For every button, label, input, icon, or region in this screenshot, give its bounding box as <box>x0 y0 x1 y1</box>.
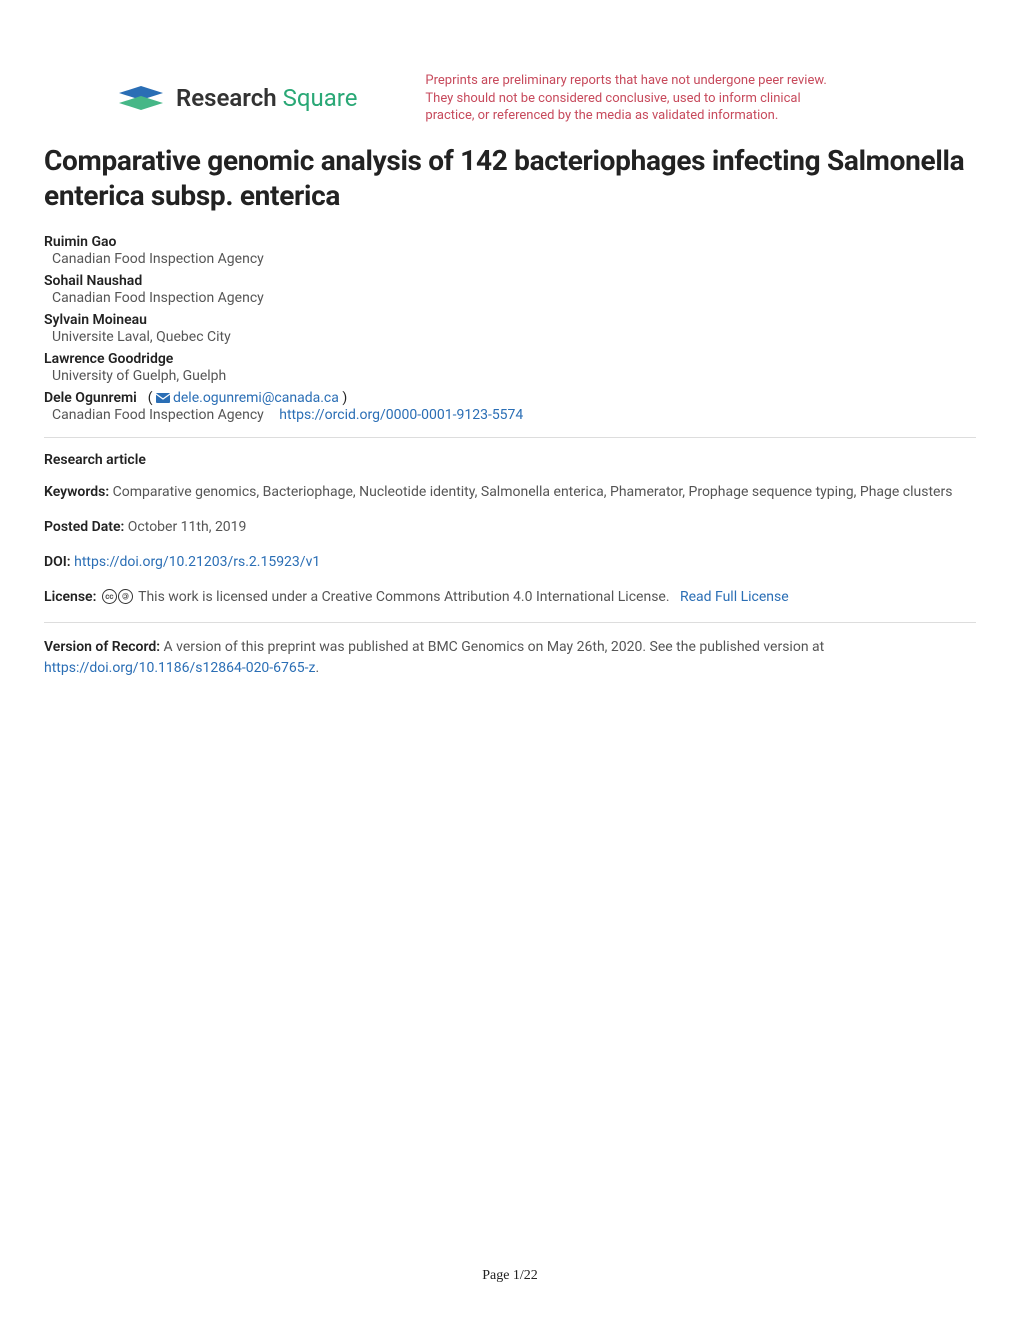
author-block: Sylvain Moineau Universite Laval, Quebec… <box>44 309 976 345</box>
license-label: License: <box>44 589 96 605</box>
logo-text: Research Square <box>176 84 357 112</box>
author-affiliation: Canadian Food Inspection Agency https://… <box>44 407 976 423</box>
paper-title: Comparative genomic analysis of 142 bact… <box>44 143 976 213</box>
version-of-record-row: Version of Record: A version of this pre… <box>44 637 976 679</box>
author-block: Lawrence Goodridge University of Guelph,… <box>44 348 976 384</box>
license-row: License: cc 🄯 This work is licensed unde… <box>44 587 976 608</box>
vor-link[interactable]: https://doi.org/10.1186/s12864-020-6765-… <box>44 660 315 676</box>
author-affiliation: Canadian Food Inspection Agency <box>44 251 976 267</box>
by-icon: 🄯 <box>118 589 133 604</box>
disclaimer: Preprints are preliminary reports that h… <box>425 72 845 125</box>
posted-date-label: Posted Date: <box>44 519 124 535</box>
posted-date-text: October 11th, 2019 <box>128 519 247 535</box>
author-name: Dele Ogunremi <box>44 390 137 406</box>
cc-icon: cc <box>102 589 117 604</box>
page-footer: Page 1/22 <box>0 1268 1020 1284</box>
cc-icons: cc 🄯 <box>102 589 133 604</box>
author-block: Ruimin Gao Canadian Food Inspection Agen… <box>44 231 976 267</box>
logo-text-research: Research <box>176 84 277 112</box>
doi-row: DOI: https://doi.org/10.21203/rs.2.15923… <box>44 552 976 573</box>
divider <box>44 437 976 438</box>
logo-icon <box>116 81 166 115</box>
orcid-link[interactable]: https://orcid.org/0000-0001-9123-5574 <box>279 407 523 423</box>
header: Research Square Preprints are preliminar… <box>44 72 976 125</box>
keywords-label: Keywords: <box>44 484 109 500</box>
author-block-corresponding: Dele Ogunremi ( dele.ogunremi@canada.ca … <box>44 387 976 423</box>
corresponding-affil: Canadian Food Inspection Agency <box>52 407 264 423</box>
author-name: Sohail Naushad <box>44 273 142 289</box>
article-type: Research article <box>44 452 976 468</box>
vor-label: Version of Record: <box>44 639 160 655</box>
doi-link[interactable]: https://doi.org/10.21203/rs.2.15923/v1 <box>74 554 320 570</box>
envelope-icon <box>156 393 170 403</box>
author-name: Sylvain Moineau <box>44 312 147 328</box>
posted-date-row: Posted Date: October 11th, 2019 <box>44 517 976 538</box>
author-affiliation: Universite Laval, Quebec City <box>44 329 976 345</box>
logo-text-square: Square <box>283 84 358 112</box>
author-name: Lawrence Goodridge <box>44 351 173 367</box>
author-affiliation: Canadian Food Inspection Agency <box>44 290 976 306</box>
vor-text: A version of this preprint was published… <box>164 639 825 655</box>
author-name: Ruimin Gao <box>44 234 116 250</box>
author-affiliation: University of Guelph, Guelph <box>44 368 976 384</box>
keywords-text: Comparative genomics, Bacteriophage, Nuc… <box>113 484 953 500</box>
read-license-link[interactable]: Read Full License <box>680 589 789 605</box>
license-text: This work is licensed under a Creative C… <box>138 589 669 605</box>
authors-list: Ruimin Gao Canadian Food Inspection Agen… <box>44 231 976 423</box>
vor-suffix: . <box>315 660 319 676</box>
corresponding-parens: ( dele.ogunremi@canada.ca ) <box>141 390 347 406</box>
author-block: Sohail Naushad Canadian Food Inspection … <box>44 270 976 306</box>
logo: Research Square <box>116 81 357 115</box>
email-link[interactable]: dele.ogunremi@canada.ca <box>173 390 339 406</box>
doi-label: DOI: <box>44 554 71 570</box>
divider <box>44 622 976 623</box>
keywords-row: Keywords: Comparative genomics, Bacterio… <box>44 482 976 503</box>
